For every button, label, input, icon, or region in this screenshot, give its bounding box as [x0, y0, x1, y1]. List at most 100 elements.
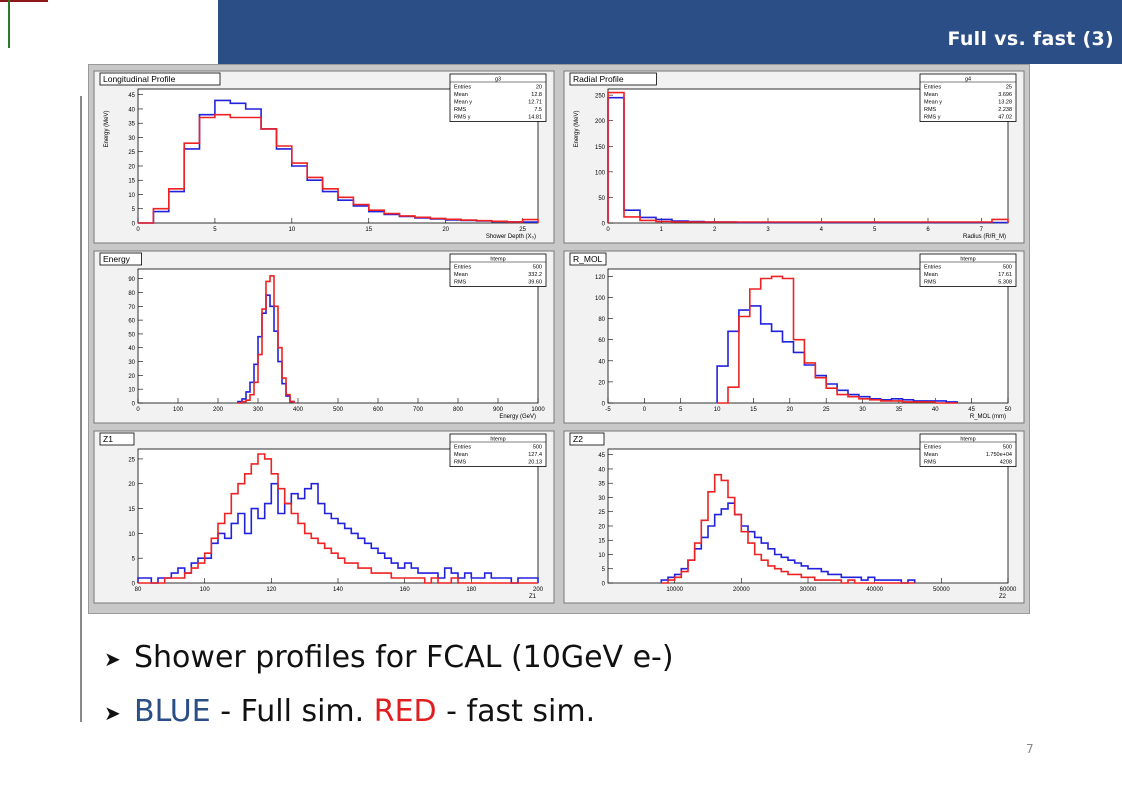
y-tick-label: 50	[128, 332, 135, 338]
stats-value: 3.696	[998, 92, 1012, 98]
x-tick-label: 1000	[531, 407, 545, 413]
x-tick-label: 800	[453, 407, 464, 413]
x-tick-label: 100	[173, 407, 184, 413]
stats-label: Mean y	[454, 100, 472, 106]
x-tick-label: 140	[333, 587, 344, 593]
x-tick-label: 200	[533, 587, 544, 593]
x-tick-label: 20	[786, 407, 793, 413]
x-tick-label: 25	[823, 407, 830, 413]
red-label: RED	[373, 694, 437, 729]
stats-label: RMS	[454, 107, 467, 113]
bullet-text: Shower profiles for FCAL (10GeV e-)	[134, 640, 674, 675]
stats-value: 39.60	[528, 280, 542, 286]
y-tick-label: 200	[595, 119, 606, 125]
y-tick-label: 45	[128, 93, 135, 99]
stats-value: 2.238	[998, 107, 1012, 113]
x-tick-label: 10	[289, 227, 296, 233]
y-tick-label: 25	[128, 150, 135, 156]
y-axis-label: Energy (MeV)	[574, 110, 580, 147]
x-tick-label: 0	[643, 407, 647, 413]
stats-box	[449, 433, 547, 467]
header-band: Full vs. fast (3)	[218, 0, 1122, 64]
x-tick-label: 50	[1005, 407, 1012, 413]
y-tick-label: 5	[602, 567, 606, 573]
y-tick-label: 5	[132, 557, 136, 563]
stats-value: 4208	[1000, 460, 1012, 466]
x-axis-label: R_MOL (mm)	[970, 414, 1006, 420]
plot-area	[137, 268, 539, 404]
y-tick-label: 50	[598, 196, 605, 202]
stats-label: RMS	[924, 280, 937, 286]
histogram-panel: Z2 0 5 10 15 20 25 30 35 40 45 10000 20000 30000 40000…	[563, 430, 1025, 604]
x-axis-label: Radius (R/R_M)	[963, 234, 1006, 240]
root-canvas: Longitudinal Profile 0 5 10 15 20 25 30 35 40 45 0 5…	[88, 64, 1030, 614]
x-tick-label: 80	[135, 587, 142, 593]
panel-title: Z1	[103, 434, 113, 444]
y-tick-label: 40	[128, 346, 135, 352]
y-tick-label: 10	[128, 388, 135, 394]
panel-title-box	[569, 72, 657, 86]
y-tick-label: 20	[598, 380, 605, 386]
bullet-item: ➤ BLUE - Full sim. RED - fast sim.	[104, 694, 674, 730]
stats-label: Entries	[454, 85, 471, 91]
x-tick-label: 160	[400, 587, 411, 593]
x-tick-label: 2	[713, 227, 717, 233]
y-tick-label: 45	[598, 453, 605, 459]
stats-value: 5.308	[998, 280, 1012, 286]
x-tick-label: 40000	[866, 587, 883, 593]
x-tick-label: 30000	[800, 587, 817, 593]
corner-logo-mark	[0, 0, 48, 48]
x-tick-label: 35	[896, 407, 903, 413]
histogram-series-line	[660, 502, 916, 584]
x-tick-label: 20	[442, 227, 449, 233]
y-tick-label: 80	[128, 291, 135, 297]
x-tick-label: 4	[820, 227, 824, 233]
x-tick-label: 50000	[933, 587, 950, 593]
y-tick-label: 80	[598, 317, 605, 323]
y-tick-label: 30	[128, 360, 135, 366]
panel-title-box	[569, 432, 605, 446]
stats-label: Mean	[454, 272, 468, 278]
stats-value: 17.61	[998, 272, 1012, 278]
y-tick-label: 10	[598, 553, 605, 559]
stats-label: RMS	[454, 460, 467, 466]
stats-value: 500	[533, 265, 542, 271]
panel-title-box	[99, 432, 135, 446]
stats-value: 500	[533, 445, 542, 451]
stats-label: RMS	[924, 107, 937, 113]
x-tick-label: 0	[606, 227, 610, 233]
x-tick-label: 0	[136, 227, 140, 233]
x-tick-label: 5	[213, 227, 217, 233]
x-tick-label: 60000	[1000, 587, 1017, 593]
stats-name: htemp	[490, 437, 505, 443]
x-axis-label: Z2	[999, 594, 1007, 600]
x-tick-label: 30	[859, 407, 866, 413]
stats-name: htemp	[490, 257, 505, 263]
y-tick-label: 0	[602, 222, 606, 228]
y-tick-label: 25	[128, 457, 135, 463]
y-tick-label: 20	[128, 374, 135, 380]
y-tick-label: 120	[595, 275, 606, 281]
panel-title: Z2	[573, 434, 583, 444]
stats-label: Entries	[924, 445, 941, 451]
x-axis-label: Energy (GeV)	[499, 414, 536, 420]
full-sim-text: - Full sim.	[210, 694, 374, 729]
y-tick-label: 60	[598, 338, 605, 344]
stats-value: 47.02	[998, 115, 1012, 121]
stats-value: 13.28	[998, 100, 1012, 106]
y-tick-label: 40	[128, 107, 135, 113]
y-tick-label: 0	[132, 222, 136, 228]
plot-area	[607, 448, 1009, 584]
y-tick-label: 10	[128, 193, 135, 199]
x-tick-label: 500	[333, 407, 344, 413]
histogram-series-line	[661, 473, 915, 584]
x-tick-label: 10000	[666, 587, 683, 593]
x-tick-label: 100	[200, 587, 211, 593]
stats-label: Mean y	[924, 100, 942, 106]
x-axis-label: Shower Depth (X₀)	[486, 234, 536, 240]
stats-label: Entries	[454, 445, 471, 451]
slide-title: Full vs. fast (3)	[947, 28, 1114, 50]
x-axis-label: Z1	[529, 594, 537, 600]
x-tick-label: 5	[873, 227, 877, 233]
